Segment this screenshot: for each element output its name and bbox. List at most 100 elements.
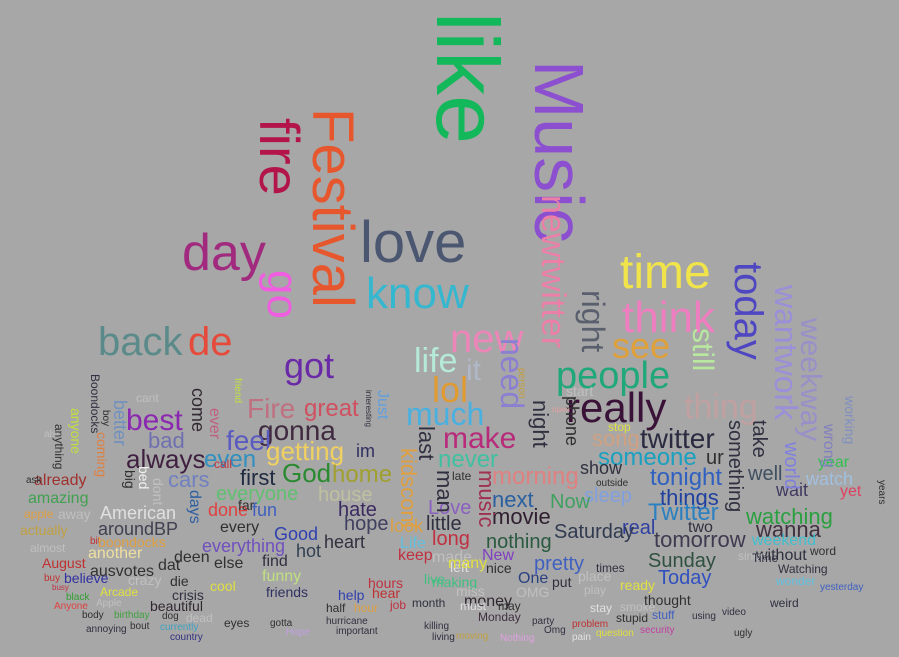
word-dont: dont: [150, 478, 166, 505]
word-got: got: [284, 345, 334, 386]
word-question: question: [596, 628, 634, 639]
word-yesterday: yesterday: [820, 582, 863, 593]
word-arcade: Arcade: [100, 585, 138, 599]
word-someone: someone: [598, 444, 697, 471]
word-bout: bout: [130, 621, 150, 632]
word-de: de: [188, 320, 233, 364]
word-party: party: [532, 616, 554, 627]
word-heart: heart: [324, 532, 365, 552]
word-must: must: [460, 599, 487, 613]
word-far: far: [238, 497, 255, 513]
word-american: American: [100, 503, 176, 523]
word-job: job: [389, 598, 406, 612]
word-annoying: annoying: [86, 624, 127, 635]
word-first: first: [240, 465, 275, 490]
word-gonna: gonna: [258, 415, 336, 446]
word-bed: bed: [136, 466, 152, 489]
word-best: best: [126, 404, 183, 437]
word-still: still: [686, 328, 719, 371]
word-year: year: [818, 454, 850, 471]
word-birthday: birthday: [114, 610, 150, 621]
word-better: better: [110, 400, 130, 446]
word-cars: cars: [168, 467, 210, 492]
word-word: word: [809, 544, 836, 558]
word-black: black: [66, 592, 90, 603]
word-stuff: stuff: [652, 608, 675, 622]
word-put: put: [552, 574, 572, 590]
word-hours: hours: [368, 575, 403, 591]
word-love: Love: [428, 497, 471, 519]
word-outside: outside: [596, 478, 629, 489]
word-last: last: [414, 426, 439, 460]
word-miss: miss: [456, 583, 485, 599]
word-hate: hate: [338, 499, 377, 521]
word-nice: nice: [486, 560, 512, 576]
word-wait: wait: [775, 480, 808, 500]
word-getting: getting: [266, 436, 344, 466]
word-dat: dat: [158, 557, 181, 574]
word-away: away: [58, 506, 91, 522]
word-years: years: [876, 480, 887, 504]
word-really: really: [566, 384, 666, 431]
word-ugly: ugly: [734, 628, 752, 639]
word-see: see: [612, 325, 670, 366]
word-days: days: [186, 490, 203, 524]
word-dog: dog: [162, 611, 179, 622]
word-boondocks: boondocks: [98, 534, 166, 550]
word-people: people: [556, 355, 670, 397]
word-sleep: sleep: [584, 485, 632, 507]
word-much: much: [406, 396, 484, 432]
word-feel: feel: [226, 425, 271, 456]
word-late: late: [452, 469, 472, 483]
word-watching: Watching: [778, 562, 828, 576]
word-body: body: [82, 610, 104, 621]
word-pretty: pretty: [534, 553, 584, 575]
word-smoke: smoke: [620, 600, 656, 614]
word-lol: lol: [432, 369, 468, 410]
word-thing: thing: [684, 388, 758, 426]
word-even: even: [204, 446, 256, 473]
word-believe: believe: [64, 570, 109, 586]
word-currently: currently: [160, 622, 198, 633]
word-since: since: [738, 549, 766, 563]
word-tomorrow: tomorrow: [654, 527, 746, 552]
word-eyes: eyes: [224, 616, 249, 630]
word-think: think: [622, 293, 716, 342]
word-two: two: [688, 519, 713, 536]
word-problem: problem: [572, 619, 608, 630]
word-apple: Apple: [96, 598, 122, 609]
word-wantwork: wantwork: [768, 284, 804, 421]
word-ask: ask: [26, 475, 43, 486]
word-new: New: [482, 547, 514, 564]
word-now: Now: [550, 491, 591, 513]
word-show: show: [580, 458, 623, 478]
word-person: person: [516, 368, 527, 399]
word-like: like: [418, 12, 517, 144]
word-song: song: [592, 426, 640, 451]
word-half: half: [326, 601, 346, 615]
word-home: home: [332, 461, 392, 488]
word-hour: hour: [354, 601, 378, 615]
word-every: every: [220, 519, 259, 536]
word-one: One: [518, 570, 548, 587]
word-need: need: [494, 338, 530, 409]
word-country: country: [170, 632, 203, 643]
word-new: new: [450, 317, 523, 361]
word-stay: stay: [590, 601, 612, 615]
word-ever: ever: [206, 408, 223, 440]
word-boy: boy: [100, 410, 111, 426]
word-anything: anything: [52, 424, 66, 469]
word-love: love: [360, 210, 466, 275]
word-wonder: wonder: [775, 574, 815, 588]
word-man: man: [432, 470, 457, 513]
word-stop: stop: [608, 420, 631, 434]
word-call: call: [214, 457, 232, 471]
word-know: know: [366, 269, 469, 318]
word-apple: apple: [24, 507, 54, 521]
word-fun: fun: [252, 500, 277, 520]
word-go: go: [258, 270, 307, 319]
word-money: money: [464, 593, 512, 610]
word-august: August: [42, 555, 86, 571]
word-dead: dead: [186, 611, 213, 625]
word-yet: yet: [840, 483, 862, 500]
